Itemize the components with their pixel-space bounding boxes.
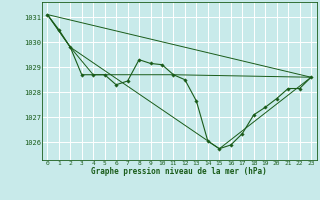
X-axis label: Graphe pression niveau de la mer (hPa): Graphe pression niveau de la mer (hPa) — [91, 167, 267, 176]
